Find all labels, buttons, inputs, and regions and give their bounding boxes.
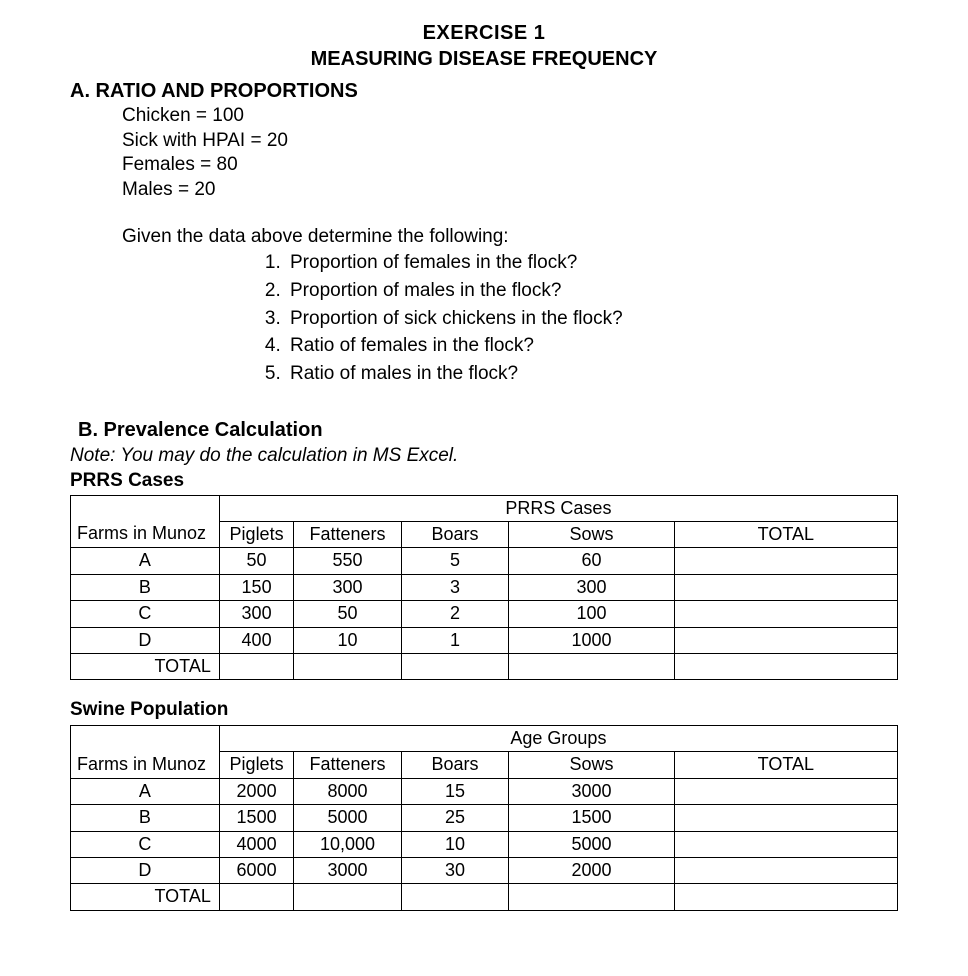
group-label: PRRS Cases bbox=[219, 495, 897, 521]
table-cell: 3000 bbox=[294, 857, 402, 883]
total-cell bbox=[219, 884, 293, 910]
exercise-subtitle: MEASURING DISEASE FREQUENCY bbox=[70, 46, 898, 72]
total-cell bbox=[509, 884, 674, 910]
table-cell: 50 bbox=[219, 548, 293, 574]
question-list: Proportion of females in the flock? Prop… bbox=[70, 249, 898, 387]
table-cell: 10 bbox=[401, 831, 509, 857]
table-cell: 300 bbox=[294, 574, 402, 600]
question-prompt: Given the data above determine the follo… bbox=[70, 225, 898, 250]
farm-name: A bbox=[71, 778, 220, 804]
table-cell: 2000 bbox=[509, 857, 674, 883]
section-b-heading: B. Prevalence Calculation bbox=[70, 417, 898, 443]
question-item: Proportion of females in the flock? bbox=[286, 249, 898, 277]
table1-title: PRRS Cases bbox=[70, 469, 898, 494]
exercise-title: EXERCISE 1 bbox=[70, 20, 898, 46]
column-header: Fatteners bbox=[294, 752, 402, 778]
farm-name: B bbox=[71, 805, 220, 831]
column-header: Fatteners bbox=[294, 521, 402, 547]
table-cell: 8000 bbox=[294, 778, 402, 804]
total-cell bbox=[401, 884, 509, 910]
table-cell: 50 bbox=[294, 601, 402, 627]
table-cell bbox=[674, 805, 897, 831]
table-cell: 550 bbox=[294, 548, 402, 574]
table-cell bbox=[674, 601, 897, 627]
total-cell bbox=[294, 884, 402, 910]
total-cell bbox=[219, 653, 293, 679]
column-header: Boars bbox=[401, 752, 509, 778]
table-cell bbox=[674, 627, 897, 653]
table-cell: 10,000 bbox=[294, 831, 402, 857]
table-cell: 3 bbox=[401, 574, 509, 600]
total-cell bbox=[509, 653, 674, 679]
table-cell: 1000 bbox=[509, 627, 674, 653]
table-cell: 15 bbox=[401, 778, 509, 804]
section-b-note: Note: You may do the calculation in MS E… bbox=[70, 444, 898, 469]
question-item: Proportion of males in the flock? bbox=[286, 277, 898, 305]
table-cell: 5 bbox=[401, 548, 509, 574]
table-cell: 400 bbox=[219, 627, 293, 653]
total-cell bbox=[294, 653, 402, 679]
table-header-spacer bbox=[71, 495, 220, 521]
table-cell: 1500 bbox=[509, 805, 674, 831]
column-header: Piglets bbox=[219, 752, 293, 778]
farm-name: C bbox=[71, 831, 220, 857]
farm-name: C bbox=[71, 601, 220, 627]
table-cell: 150 bbox=[219, 574, 293, 600]
table-cell bbox=[674, 857, 897, 883]
table2-title: Swine Population bbox=[70, 698, 898, 723]
group-label: Age Groups bbox=[219, 725, 897, 751]
page: EXERCISE 1 MEASURING DISEASE FREQUENCY A… bbox=[0, 0, 968, 941]
total-label: TOTAL bbox=[71, 884, 220, 910]
table-cell: 30 bbox=[401, 857, 509, 883]
column-header: Boars bbox=[401, 521, 509, 547]
table-cell bbox=[674, 831, 897, 857]
farm-name: D bbox=[71, 627, 220, 653]
question-item: Ratio of females in the flock? bbox=[286, 332, 898, 360]
swine-population-table: Age GroupsFarms in MunozPigletsFatteners… bbox=[70, 725, 898, 911]
farm-name: B bbox=[71, 574, 220, 600]
total-cell bbox=[674, 653, 897, 679]
given-line: Females = 80 bbox=[70, 153, 898, 178]
farm-name: D bbox=[71, 857, 220, 883]
table-cell: 5000 bbox=[294, 805, 402, 831]
section-a-heading: A. RATIO AND PROPORTIONS bbox=[70, 78, 898, 104]
table-cell: 100 bbox=[509, 601, 674, 627]
table-cell: 300 bbox=[219, 601, 293, 627]
table-cell bbox=[674, 778, 897, 804]
column-header: TOTAL bbox=[674, 521, 897, 547]
total-label: TOTAL bbox=[71, 653, 220, 679]
table-cell: 1500 bbox=[219, 805, 293, 831]
table-cell: 300 bbox=[509, 574, 674, 600]
table-cell: 1 bbox=[401, 627, 509, 653]
column-header: TOTAL bbox=[674, 752, 897, 778]
row-header-label: Farms in Munoz bbox=[71, 752, 220, 778]
given-line: Sick with HPAI = 20 bbox=[70, 129, 898, 154]
prrs-cases-table: PRRS CasesFarms in MunozPigletsFatteners… bbox=[70, 495, 898, 681]
table-cell: 25 bbox=[401, 805, 509, 831]
question-item: Ratio of males in the flock? bbox=[286, 360, 898, 388]
given-line: Chicken = 100 bbox=[70, 104, 898, 129]
table-cell bbox=[674, 574, 897, 600]
given-line: Males = 20 bbox=[70, 178, 898, 203]
table-cell: 5000 bbox=[509, 831, 674, 857]
row-header-label: Farms in Munoz bbox=[71, 521, 220, 547]
total-cell bbox=[674, 884, 897, 910]
table-cell: 6000 bbox=[219, 857, 293, 883]
table-cell: 3000 bbox=[509, 778, 674, 804]
column-header: Sows bbox=[509, 521, 674, 547]
total-cell bbox=[401, 653, 509, 679]
table-cell: 4000 bbox=[219, 831, 293, 857]
table-cell: 2 bbox=[401, 601, 509, 627]
column-header: Sows bbox=[509, 752, 674, 778]
column-header: Piglets bbox=[219, 521, 293, 547]
table-header-spacer bbox=[71, 725, 220, 751]
farm-name: A bbox=[71, 548, 220, 574]
table-cell bbox=[674, 548, 897, 574]
question-item: Proportion of sick chickens in the flock… bbox=[286, 305, 898, 333]
table-cell: 10 bbox=[294, 627, 402, 653]
table-cell: 60 bbox=[509, 548, 674, 574]
table-cell: 2000 bbox=[219, 778, 293, 804]
